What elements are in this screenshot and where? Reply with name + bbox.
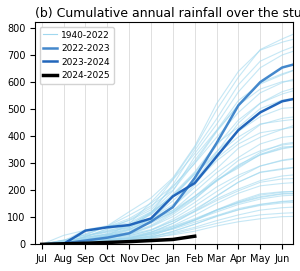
Text: (b) Cumulative annual rainfall over the study region: (b) Cumulative annual rainfall over the …: [35, 7, 300, 20]
Legend: 1940-2022, 2022-2023, 2023-2024, 2024-2025: 1940-2022, 2022-2023, 2023-2024, 2024-20…: [40, 27, 114, 84]
